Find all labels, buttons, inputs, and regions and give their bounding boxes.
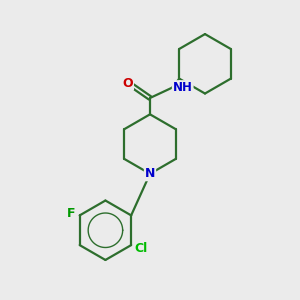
Text: N: N (145, 167, 155, 180)
Text: NH: NH (173, 81, 193, 94)
Text: Cl: Cl (134, 242, 147, 255)
Text: F: F (67, 206, 76, 220)
Text: O: O (122, 76, 133, 90)
